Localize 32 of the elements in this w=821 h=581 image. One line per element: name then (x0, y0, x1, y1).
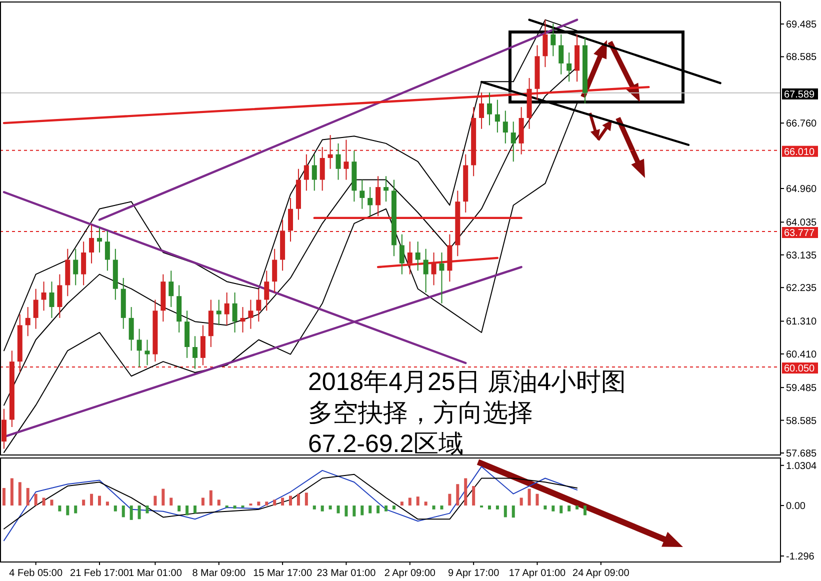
x-tick-label: 17 Apr 01:00 (508, 568, 566, 579)
x-tick-label: 2 Apr 09:00 (384, 568, 436, 579)
y-tick-label: 62.235 (786, 283, 818, 294)
y-tick-label: 64.035 (786, 218, 818, 229)
y-tick-label: 60.410 (786, 349, 818, 360)
x-tick-label: 15 Mar 17:00 (253, 568, 312, 579)
y-tick-label: 63.135 (786, 250, 818, 262)
ref-line-label: 66.010 (784, 146, 816, 158)
x-tick-label: 4 Feb 05:00 (9, 568, 63, 579)
y-tick-label: 57.685 (786, 448, 818, 460)
y-tick-label: 1.0304 (786, 460, 818, 472)
x-tick-label: 21 Feb 17:00 (70, 568, 130, 579)
ref-line-label: 67.589 (784, 89, 816, 100)
y-tick-label: 61.310 (786, 316, 818, 328)
x-tick-label: 1 Mar 01:00 (128, 568, 182, 579)
y-tick-label: 58.585 (786, 416, 818, 427)
y-tick-label: 69.485 (786, 19, 818, 30)
ref-line-label: 63.777 (784, 228, 816, 240)
ref-line-label: 60.050 (784, 364, 816, 375)
annotation: 2018年4月25日 原油4小时图 (308, 368, 626, 396)
y-tick-label: 59.485 (786, 383, 818, 394)
y-tick-label: 68.585 (786, 52, 818, 64)
x-tick-label: 8 Mar 09:00 (192, 568, 246, 579)
x-tick-label: 9 Apr 17:00 (448, 568, 500, 579)
x-tick-label: 23 Mar 01:00 (316, 568, 376, 579)
x-tick-label: 24 Apr 09:00 (572, 568, 630, 579)
annotation: 多空抉择，方向选择 (308, 399, 533, 427)
annotation: 67.2-69.2区域 (308, 430, 464, 458)
y-tick-label: 0.00 (786, 501, 806, 512)
y-tick-label: -1.296 (786, 552, 815, 562)
y-tick-label: 64.960 (786, 184, 818, 196)
y-tick-label: 66.760 (786, 118, 818, 130)
